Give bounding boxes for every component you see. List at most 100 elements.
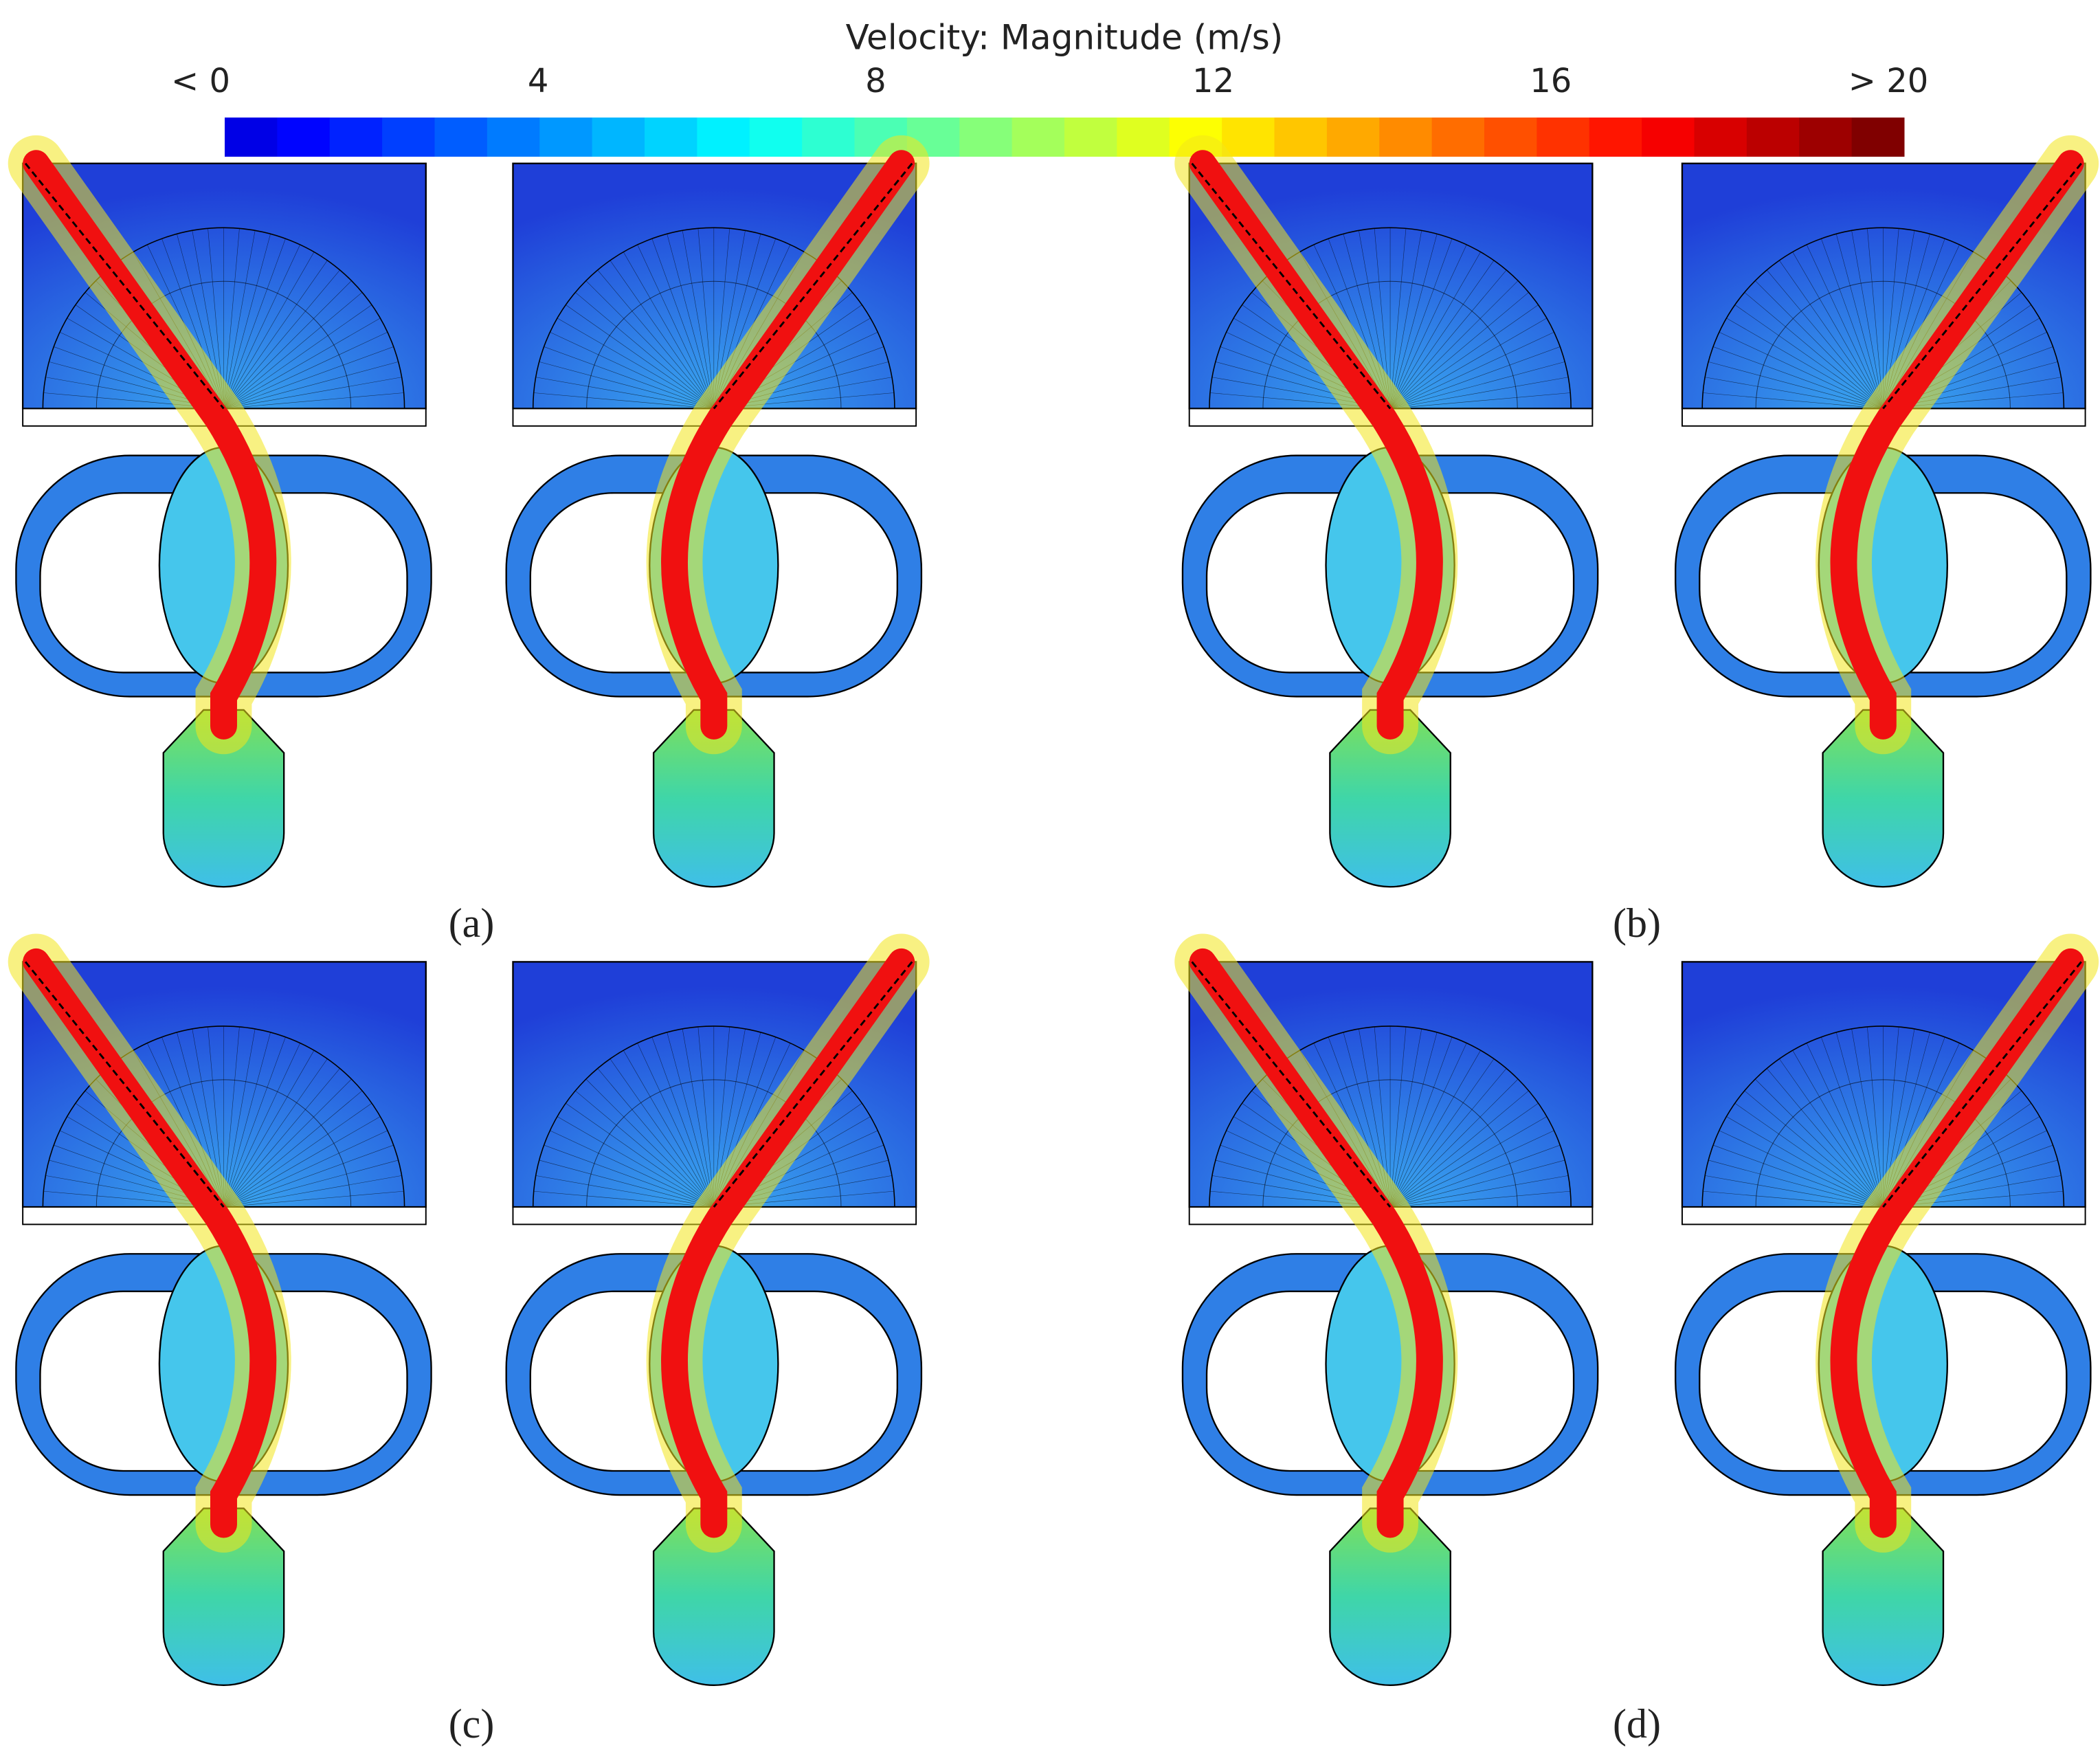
protractor-ray bbox=[1389, 1116, 1548, 1208]
protractor-ray bbox=[223, 239, 286, 409]
protractor-ray bbox=[1835, 234, 1884, 409]
protractor-ray bbox=[1389, 1036, 1453, 1208]
protractor-ray bbox=[223, 1190, 404, 1208]
protractor-ray bbox=[223, 1026, 240, 1208]
deflection-line bbox=[1882, 162, 2082, 410]
protractor-ray bbox=[539, 362, 714, 409]
protractor-ray bbox=[682, 1028, 715, 1208]
protractor-ray bbox=[1779, 260, 1884, 409]
protractor-ray bbox=[1389, 1058, 1495, 1208]
protractor-ray bbox=[1708, 1160, 1884, 1208]
protractor-arc bbox=[42, 227, 405, 409]
protractor-ray bbox=[1389, 318, 1548, 409]
protractor-ray bbox=[585, 280, 715, 409]
jet-core bbox=[661, 948, 915, 1538]
protractor-ray bbox=[575, 1090, 715, 1208]
protractor-ray bbox=[1851, 230, 1884, 409]
protractor-ray bbox=[1835, 1032, 1884, 1208]
protractor-ray bbox=[223, 280, 352, 409]
protractor-ray bbox=[223, 1050, 315, 1208]
deflection-line bbox=[1882, 961, 2082, 1208]
protractor-ray bbox=[1755, 280, 1884, 409]
protractor-ray bbox=[223, 1102, 372, 1208]
colorbar-segment bbox=[1274, 118, 1328, 157]
protractor-ray bbox=[575, 292, 715, 409]
protractor-ray bbox=[223, 234, 271, 409]
protractor-ray bbox=[223, 1078, 352, 1208]
colorbar-segment bbox=[487, 118, 540, 157]
protractor-ray bbox=[1389, 244, 1467, 409]
protractor-ray bbox=[223, 1068, 340, 1208]
protractor-ray bbox=[1705, 377, 1884, 409]
protractor-ray bbox=[610, 1058, 715, 1208]
protractor-ray bbox=[223, 1116, 381, 1208]
inlet-chamber bbox=[652, 709, 775, 888]
protractor-ray bbox=[697, 1026, 715, 1208]
protractor-ray bbox=[1726, 318, 1884, 409]
protractor-ray bbox=[223, 318, 381, 409]
protractor-arc bbox=[1209, 227, 1572, 409]
protractor-arc bbox=[1209, 1025, 1572, 1208]
protractor-ray bbox=[1389, 304, 1539, 409]
inlet-chamber bbox=[1329, 709, 1451, 888]
colorbar-segment bbox=[225, 118, 278, 157]
protractor-ray bbox=[533, 392, 714, 409]
protractor-ray bbox=[1389, 230, 1422, 409]
flow-panel bbox=[1174, 933, 1599, 1687]
colorbar-segment bbox=[539, 118, 593, 157]
flow-panel bbox=[8, 135, 432, 888]
inlet-chamber bbox=[1822, 709, 1945, 888]
colorbar-title: Velocity: Magnitude (m/s) bbox=[846, 18, 1284, 58]
protractor-ray bbox=[557, 318, 714, 409]
protractor-ray bbox=[1389, 1130, 1554, 1208]
protractor-ray bbox=[223, 1160, 399, 1208]
protractor-ray bbox=[223, 1028, 256, 1208]
protractor-ray bbox=[651, 1036, 715, 1208]
protractor-ray bbox=[1389, 1043, 1467, 1208]
colorbar-segment bbox=[1746, 118, 1800, 157]
colorbar-tick-label: > 20 bbox=[1848, 62, 1929, 100]
deflection-line bbox=[1191, 162, 1392, 410]
protractor-ray bbox=[544, 1144, 714, 1208]
protractor-ray bbox=[1726, 1116, 1884, 1208]
protractor-ray bbox=[1389, 1090, 1529, 1208]
colorbar-tick-label: < 0 bbox=[171, 62, 230, 100]
protractor-ray bbox=[1389, 239, 1453, 409]
protractor-ray bbox=[651, 239, 715, 409]
colorbar-segment bbox=[1537, 118, 1590, 157]
protractor-ray bbox=[1389, 1050, 1481, 1208]
panel-label: (b) bbox=[1613, 900, 1661, 946]
jet-core bbox=[1830, 948, 2084, 1538]
protractor-ray bbox=[557, 1116, 714, 1208]
protractor-ray bbox=[1867, 1026, 1884, 1208]
protractor-ray bbox=[637, 244, 715, 409]
colorbar-segment bbox=[277, 118, 331, 157]
colorbar-tick-label: 4 bbox=[528, 62, 549, 100]
colorbar-segment bbox=[592, 118, 645, 157]
inlet-chamber bbox=[162, 1507, 285, 1687]
flow-panel bbox=[1675, 135, 2099, 888]
colorbar-segment bbox=[1799, 118, 1853, 157]
protractor-ray bbox=[1792, 252, 1884, 409]
protractor-ray bbox=[1390, 392, 1571, 409]
protractor-ray bbox=[1712, 346, 1884, 409]
protractor-arc bbox=[532, 1025, 895, 1208]
protractor-ray bbox=[1389, 1160, 1565, 1208]
protractor-ray bbox=[1389, 346, 1561, 409]
colorbar-tick-label: 12 bbox=[1192, 62, 1234, 100]
protractor-ray bbox=[667, 234, 715, 409]
protractor-arc bbox=[42, 1025, 405, 1208]
jet-core bbox=[1830, 150, 2084, 740]
protractor-ray bbox=[223, 1130, 388, 1208]
deflection-line bbox=[24, 162, 225, 410]
colorbar-segment bbox=[1589, 118, 1642, 157]
protractor-ray bbox=[697, 228, 715, 409]
protractor-ray bbox=[585, 1078, 715, 1208]
protractor-ray bbox=[223, 1144, 394, 1208]
protractor-ray bbox=[550, 331, 714, 409]
flow-panel bbox=[505, 135, 930, 888]
protractor-ray bbox=[667, 1032, 715, 1208]
jet-core bbox=[661, 150, 915, 740]
simulation-panels bbox=[8, 135, 2099, 1687]
